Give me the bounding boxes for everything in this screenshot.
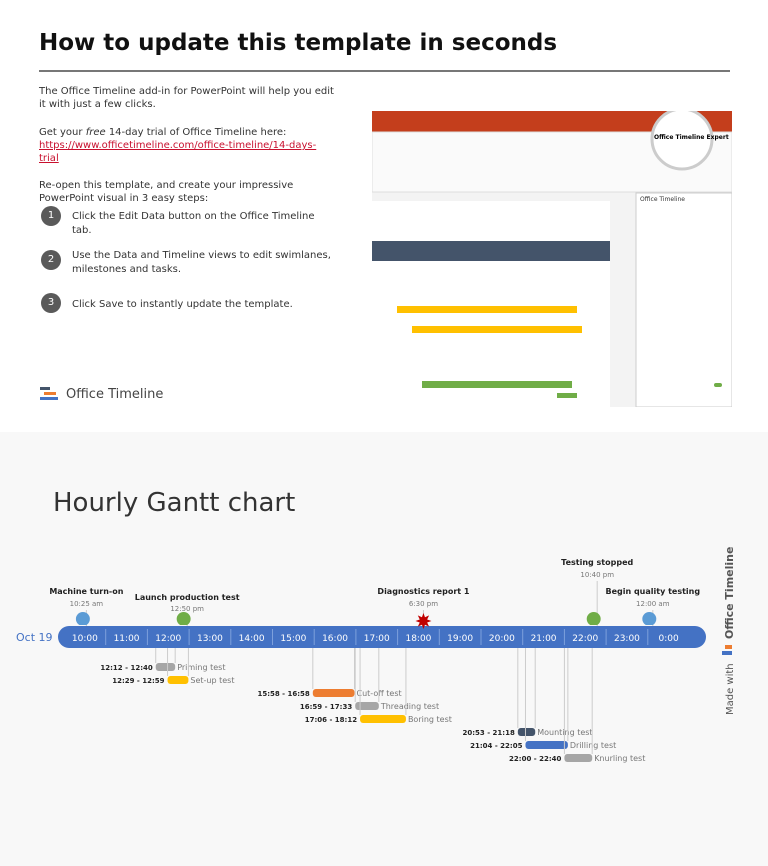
- milestone-icon: [642, 611, 657, 625]
- hour-label: 10:00: [72, 634, 98, 644]
- milestone-icon: [415, 613, 432, 629]
- task-name: Knurling test: [594, 754, 645, 763]
- step-text: Click Save to instantly update the templ…: [72, 299, 293, 310]
- step-number: 1: [41, 206, 61, 226]
- task-name: Priming test: [177, 663, 225, 672]
- trial-link[interactable]: https://www.officetimeline.com/office-ti…: [39, 140, 317, 164]
- milestone-name: Launch production test: [135, 593, 240, 602]
- gantt-section: [0, 432, 768, 866]
- hour-label: 17:00: [364, 634, 390, 644]
- milestone-name: Diagnostics report 1: [377, 587, 469, 596]
- divider: [39, 70, 730, 72]
- task-name: Drilling test: [570, 741, 616, 750]
- tab-label: Office Timeline Expert: [654, 134, 729, 141]
- milestone-time: 12:50 pm: [170, 605, 204, 613]
- brand-icon: [722, 651, 732, 655]
- task-bar: [360, 715, 406, 723]
- task-bar: [167, 676, 189, 684]
- step-text: Use the Data and Timeline views to edit …: [72, 250, 331, 275]
- milestone-name: Machine turn-on: [49, 587, 123, 596]
- milestone-time: 6:30 pm: [409, 600, 438, 608]
- step-number: 2: [41, 250, 61, 270]
- reopen: Re-open this template, and create your i…: [39, 180, 294, 204]
- milestone-icon: [586, 611, 601, 625]
- task-bar: [355, 702, 379, 710]
- task-time: 17:06 - 18:12: [305, 716, 357, 724]
- trial-suffix: 14-day trial of Office Timeline here:: [108, 127, 287, 138]
- milestone-name: Begin quality testing: [605, 587, 700, 596]
- step-text: Click the Edit Data button on the Office…: [72, 211, 315, 236]
- milestone-time: 12:00 am: [636, 600, 670, 608]
- hour-label: 16:00: [322, 634, 348, 644]
- gantt-title: Hourly Gantt chart: [53, 488, 296, 518]
- hour-label: 11:00: [114, 634, 140, 644]
- task-name: Set-up test: [190, 676, 234, 685]
- task-name: Boring test: [408, 715, 452, 724]
- task-bar: [312, 689, 355, 697]
- trial-emph: free: [85, 127, 106, 138]
- date-label: Oct 19: [16, 631, 53, 644]
- task-bar: [155, 663, 176, 671]
- hour-label: 13:00: [197, 634, 223, 644]
- hour-label: 14:00: [239, 634, 265, 644]
- made-with: Made with: [725, 663, 736, 715]
- hour-label: 12:00: [155, 634, 181, 644]
- hour-label: 21:00: [531, 634, 557, 644]
- hour-label: 15:00: [280, 634, 306, 644]
- task-bar: [564, 754, 593, 762]
- brand-icon: [725, 645, 732, 649]
- milestone-time: 10:25 am: [70, 600, 104, 608]
- task-time: 20:53 - 21:18: [462, 729, 514, 737]
- trial: Get your free 14-day trial of Office Tim…: [39, 126, 334, 165]
- task-time: 12:12 - 12:40: [100, 664, 152, 672]
- hour-label: 23:00: [614, 634, 640, 644]
- timeline-band: [58, 626, 706, 648]
- side-brand: Made with Office Timeline: [722, 547, 736, 715]
- hour-label: 18:00: [405, 634, 431, 644]
- brand: Office Timeline: [723, 547, 736, 639]
- milestone-icon: [176, 611, 191, 625]
- hour-label: 0:00: [659, 634, 679, 644]
- task-time: 15:58 - 16:58: [257, 690, 309, 698]
- screenshot: Office Timeline Expert Office Timeline: [372, 111, 732, 407]
- milestone-time: 10:40 pm: [580, 571, 614, 579]
- panel-title: Office Timeline: [640, 196, 685, 203]
- task-bar: [517, 728, 536, 736]
- hour-label: 20:00: [489, 634, 515, 644]
- task-time: 22:00 - 22:40: [509, 755, 561, 763]
- intro: The Office Timeline add-in for PowerPoin…: [39, 86, 334, 110]
- step-number: 3: [41, 293, 61, 313]
- logo-icon: [40, 387, 58, 400]
- task-time: 12:29 - 12:59: [112, 677, 164, 685]
- milestone-icon: [75, 611, 90, 625]
- hour-label: 22:00: [572, 634, 598, 644]
- gantt-chart: Oct 19 10:00 11:00 12:00 13:00 14:00 15:00 16:0…: [16, 547, 736, 763]
- title: How to update this template in seconds: [39, 30, 558, 56]
- logo-text: Office Timeline: [66, 387, 164, 402]
- task-bar: [525, 741, 568, 749]
- task-time: 21:04 - 22:05: [470, 742, 522, 750]
- milestone-name: Testing stopped: [561, 558, 633, 567]
- task-name: Threading test: [380, 702, 439, 711]
- task-time: 16:59 - 17:33: [300, 703, 352, 711]
- trial-prefix: Get your: [39, 127, 83, 138]
- hour-label: 19:00: [447, 634, 473, 644]
